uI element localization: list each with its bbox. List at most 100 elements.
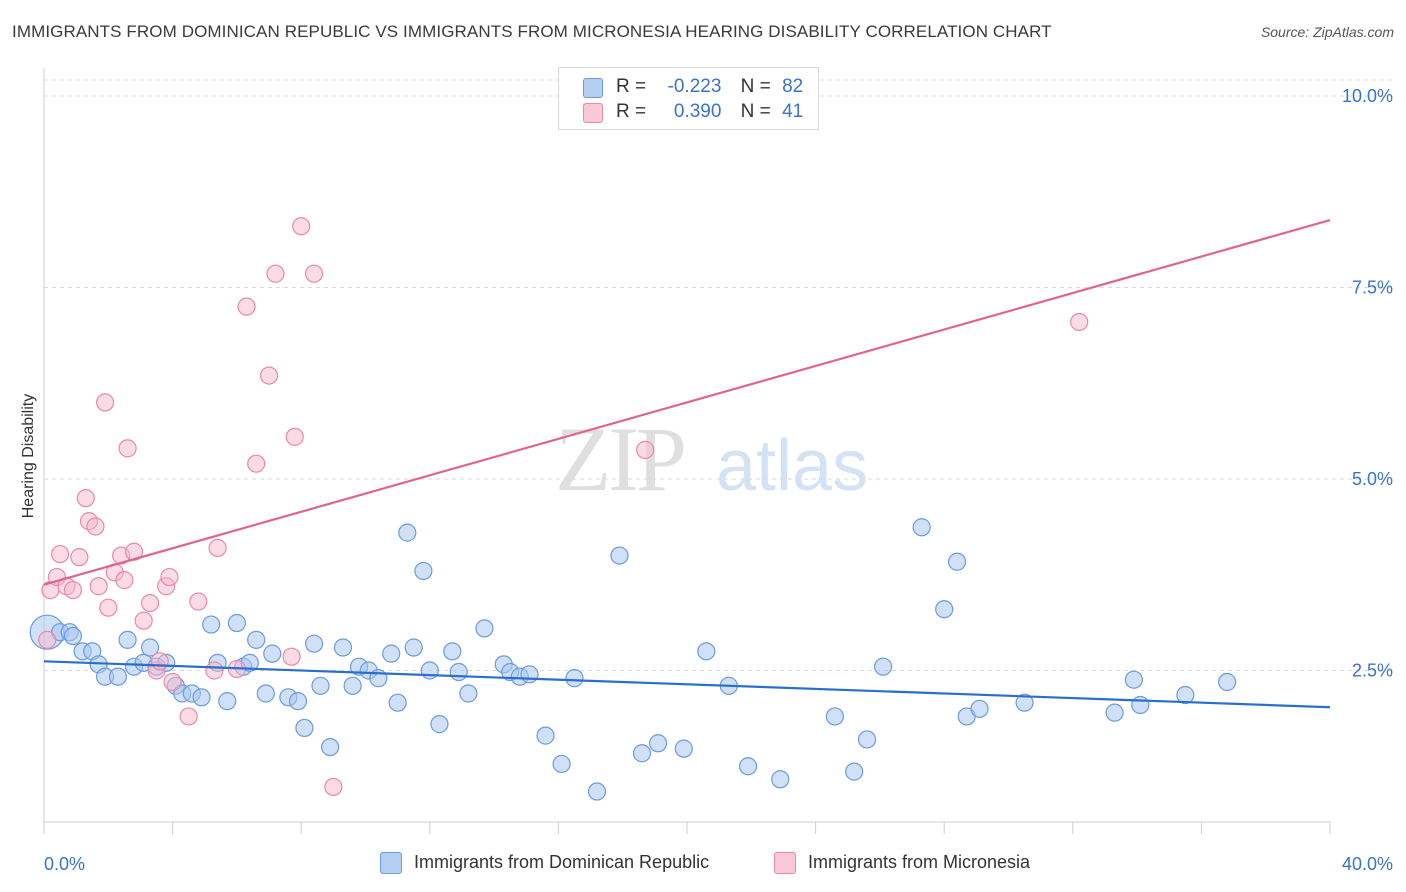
- data-point-dominican-republic: [648, 734, 668, 753]
- series-micronesia-points: [38, 217, 1089, 797]
- data-point-micronesia: [63, 580, 83, 600]
- y-tick-labels: 2.5% 5.0% 7.5% 10.0%: [1342, 86, 1393, 681]
- data-point-micronesia: [115, 571, 134, 590]
- axes: [43, 68, 1331, 834]
- trend-line-dominican-republic: [43, 660, 1331, 709]
- data-point-dominican-republic: [697, 642, 716, 661]
- data-point-dominican-republic: [520, 665, 539, 684]
- data-point-dominican-republic: [333, 638, 353, 657]
- data-point-micronesia: [285, 427, 304, 446]
- legend-swatch-blue: [583, 78, 603, 98]
- data-point-dominican-republic: [247, 630, 266, 649]
- x-tick-labels: 0.0% 40.0%: [44, 854, 1393, 874]
- data-point-dominican-republic: [552, 754, 571, 774]
- data-point-dominican-republic: [430, 715, 449, 734]
- x-tick-label: 40.0%: [1342, 854, 1393, 874]
- legend-r-label: R =: [616, 101, 647, 122]
- data-point-dominican-republic: [227, 613, 246, 633]
- data-point-dominican-republic: [382, 644, 401, 663]
- data-point-dominican-republic: [343, 676, 362, 695]
- data-point-dominican-republic: [874, 657, 893, 676]
- data-point-dominican-republic: [771, 770, 790, 789]
- correlation-legend: R = -0.223 N = 82 R = 0.390 N = 41: [558, 67, 819, 130]
- legend-n-label: N =: [740, 76, 771, 97]
- data-point-dominican-republic: [935, 600, 954, 619]
- y-tick-label: 5.0%: [1352, 469, 1393, 489]
- data-point-micronesia: [95, 393, 115, 412]
- data-point-dominican-republic: [825, 707, 844, 726]
- data-point-micronesia: [89, 577, 108, 596]
- data-point-micronesia: [76, 489, 95, 508]
- data-point-dominican-republic: [140, 638, 160, 657]
- data-point-dominican-republic: [912, 518, 931, 537]
- data-point-dominican-republic: [536, 726, 555, 745]
- data-point-dominican-republic: [565, 669, 584, 688]
- data-point-dominican-republic: [610, 546, 629, 565]
- legend-r-value: -0.223: [667, 76, 722, 97]
- legend-label: Immigrants from Dominican Republic: [414, 852, 710, 872]
- data-point-dominican-republic: [192, 688, 211, 707]
- data-point-micronesia: [50, 544, 70, 564]
- data-point-micronesia: [324, 777, 343, 797]
- legend-swatch-pink: [583, 103, 603, 123]
- data-point-dominican-republic: [420, 661, 439, 680]
- legend-n-label: N =: [740, 101, 771, 122]
- data-point-dominican-republic: [218, 692, 237, 711]
- data-point-micronesia: [118, 439, 137, 458]
- data-point-dominican-republic: [118, 630, 137, 649]
- x-tick-label: 0.0%: [44, 854, 85, 874]
- data-point-dominican-republic: [414, 561, 433, 581]
- data-point-dominican-republic: [587, 782, 607, 801]
- y-tick-label: 10.0%: [1342, 86, 1393, 106]
- y-tick-label: 2.5%: [1352, 661, 1393, 681]
- data-point-micronesia: [140, 593, 160, 613]
- data-point-micronesia: [99, 598, 118, 617]
- watermark-zip: ZIP: [555, 408, 684, 510]
- data-point-micronesia: [134, 611, 153, 630]
- data-point-micronesia: [247, 454, 266, 473]
- data-point-dominican-republic: [263, 644, 282, 663]
- data-point-dominican-republic: [108, 667, 128, 686]
- data-point-dominican-republic: [443, 642, 462, 661]
- data-point-dominican-republic: [674, 739, 693, 758]
- legend-label: Immigrants from Micronesia: [808, 852, 1031, 872]
- data-point-dominican-republic: [288, 692, 308, 711]
- data-point-micronesia: [86, 517, 105, 536]
- data-point-dominican-republic: [857, 730, 877, 749]
- data-point-micronesia: [266, 264, 285, 283]
- data-point-dominican-republic: [449, 662, 468, 682]
- data-point-dominican-republic: [1124, 670, 1143, 689]
- data-point-micronesia: [205, 661, 224, 680]
- series-dominican-republic-points: [29, 518, 1237, 801]
- data-point-dominican-republic: [970, 699, 989, 718]
- data-point-dominican-republic: [295, 718, 314, 738]
- data-point-micronesia: [304, 264, 324, 283]
- data-point-dominican-republic: [256, 684, 275, 703]
- data-point-micronesia: [208, 538, 227, 558]
- data-point-dominican-republic: [311, 676, 330, 695]
- data-point-dominican-republic: [1131, 695, 1150, 715]
- data-point-micronesia: [179, 707, 198, 726]
- legend-n-value: 82: [782, 76, 804, 97]
- data-point-micronesia: [160, 567, 179, 587]
- legend-r-label: R =: [616, 76, 647, 97]
- watermark-atlas: atlas: [716, 426, 868, 506]
- data-point-micronesia: [189, 592, 208, 611]
- y-tick-label: 7.5%: [1352, 278, 1393, 298]
- legend-r-value: 0.390: [673, 101, 722, 122]
- data-point-dominican-republic: [459, 684, 478, 703]
- data-point-dominican-republic: [404, 638, 423, 657]
- data-point-dominican-republic: [1015, 693, 1034, 712]
- gridlines: [44, 79, 1392, 671]
- data-point-micronesia: [292, 217, 311, 236]
- data-point-dominican-republic: [632, 744, 652, 763]
- trend-line-micronesia: [43, 219, 1331, 586]
- legend-n-value: 41: [782, 101, 804, 122]
- data-point-dominican-republic: [1105, 703, 1124, 722]
- data-point-micronesia: [150, 652, 169, 671]
- data-point-dominican-republic: [398, 523, 417, 542]
- data-point-dominican-republic: [202, 615, 221, 634]
- data-point-micronesia: [163, 672, 182, 692]
- legend-swatch-blue: [380, 852, 402, 874]
